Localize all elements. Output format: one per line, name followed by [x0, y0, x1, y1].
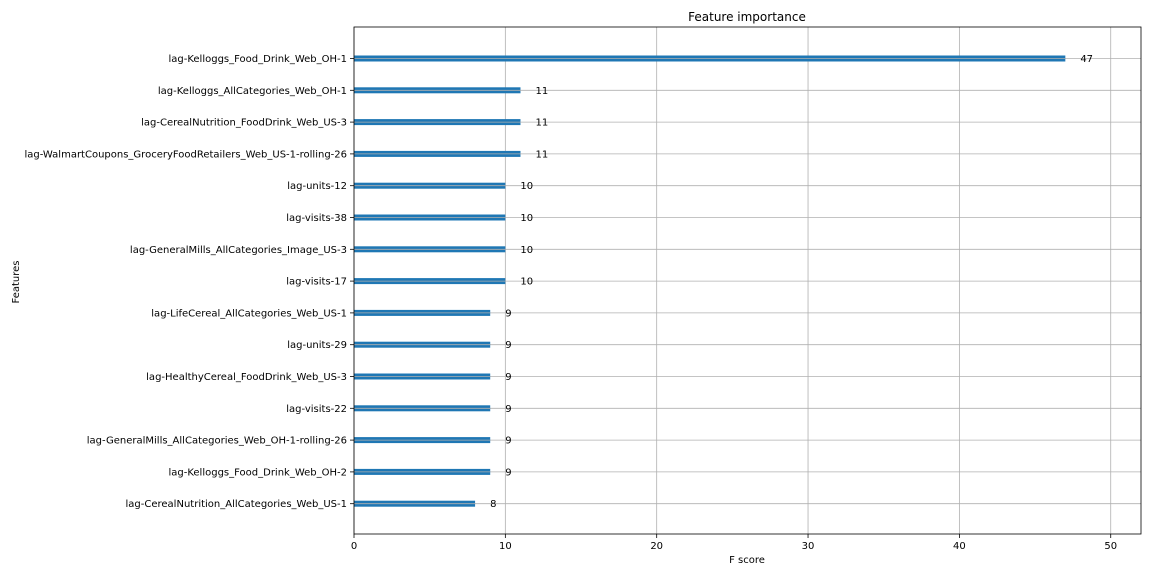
y-tick-label: lag-units-29	[287, 340, 347, 351]
x-tick-label: 30	[802, 541, 815, 552]
bar-value-label: 9	[505, 436, 511, 447]
y-tick-label: lag-GeneralMills_AllCategories_Web_OH-1-…	[87, 436, 347, 447]
bar-value-label: 8	[490, 499, 496, 510]
y-tick-label: lag-CerealNutrition_FoodDrink_Web_US-3	[141, 118, 347, 129]
bar-value-label: 10	[520, 213, 533, 224]
y-tick-label: lag-Kelloggs_AllCategories_Web_OH-1	[158, 86, 347, 97]
tick-layer: 0 10 20 30 40 50	[350, 58, 1117, 552]
bar-value-label: 10	[520, 277, 533, 288]
bar-value-label: 9	[505, 308, 511, 319]
y-tick-label: lag-WalmartCoupons_GroceryFoodRetailers_…	[24, 149, 347, 160]
bar-value-label: 10	[520, 181, 533, 192]
bar-value-label: 11	[535, 86, 548, 97]
label-layer: lag-Kelloggs_Food_Drink_Web_OH-1 47 lag-Ke…	[24, 54, 1093, 510]
y-tick-label: lag-visits-17	[286, 277, 347, 288]
chart-title: Feature importance	[688, 10, 806, 24]
x-tick-label: 50	[1104, 541, 1117, 552]
y-tick-label: lag-HealthyCereal_FoodDrink_Web_US-3	[146, 372, 347, 383]
y-axis-label: Features	[11, 261, 22, 304]
bar-layer	[354, 55, 1066, 507]
bar-value-label: 9	[505, 467, 511, 478]
y-tick-label: lag-units-12	[287, 181, 347, 192]
y-tick-label: lag-visits-38	[286, 213, 347, 224]
bar-value-label: 9	[505, 340, 511, 351]
x-tick-label: 20	[650, 541, 663, 552]
x-tick-label: 0	[351, 541, 357, 552]
bar-value-label: 10	[520, 245, 533, 256]
bar-value-label: 11	[535, 149, 548, 160]
bar-value-label: 9	[505, 372, 511, 383]
y-tick-label: lag-Kelloggs_Food_Drink_Web_OH-1	[168, 54, 347, 65]
x-tick-label: 40	[953, 541, 966, 552]
x-axis-label: F score	[729, 555, 765, 566]
y-tick-label: lag-GeneralMills_AllCategories_Image_US-…	[130, 245, 347, 256]
plot-frame	[353, 26, 1142, 535]
bar-value-label: 9	[505, 404, 511, 415]
x-tick-label: 10	[499, 541, 512, 552]
y-tick-label: lag-visits-22	[286, 404, 347, 415]
y-tick-label: lag-Kelloggs_Food_Drink_Web_OH-2	[168, 467, 347, 478]
bar-value-label: 47	[1080, 54, 1093, 65]
y-tick-label: lag-LifeCereal_AllCategories_Web_US-1	[151, 308, 347, 319]
y-tick-label: lag-CerealNutrition_AllCategories_Web_US…	[126, 499, 347, 510]
bar-value-label: 11	[535, 118, 548, 129]
